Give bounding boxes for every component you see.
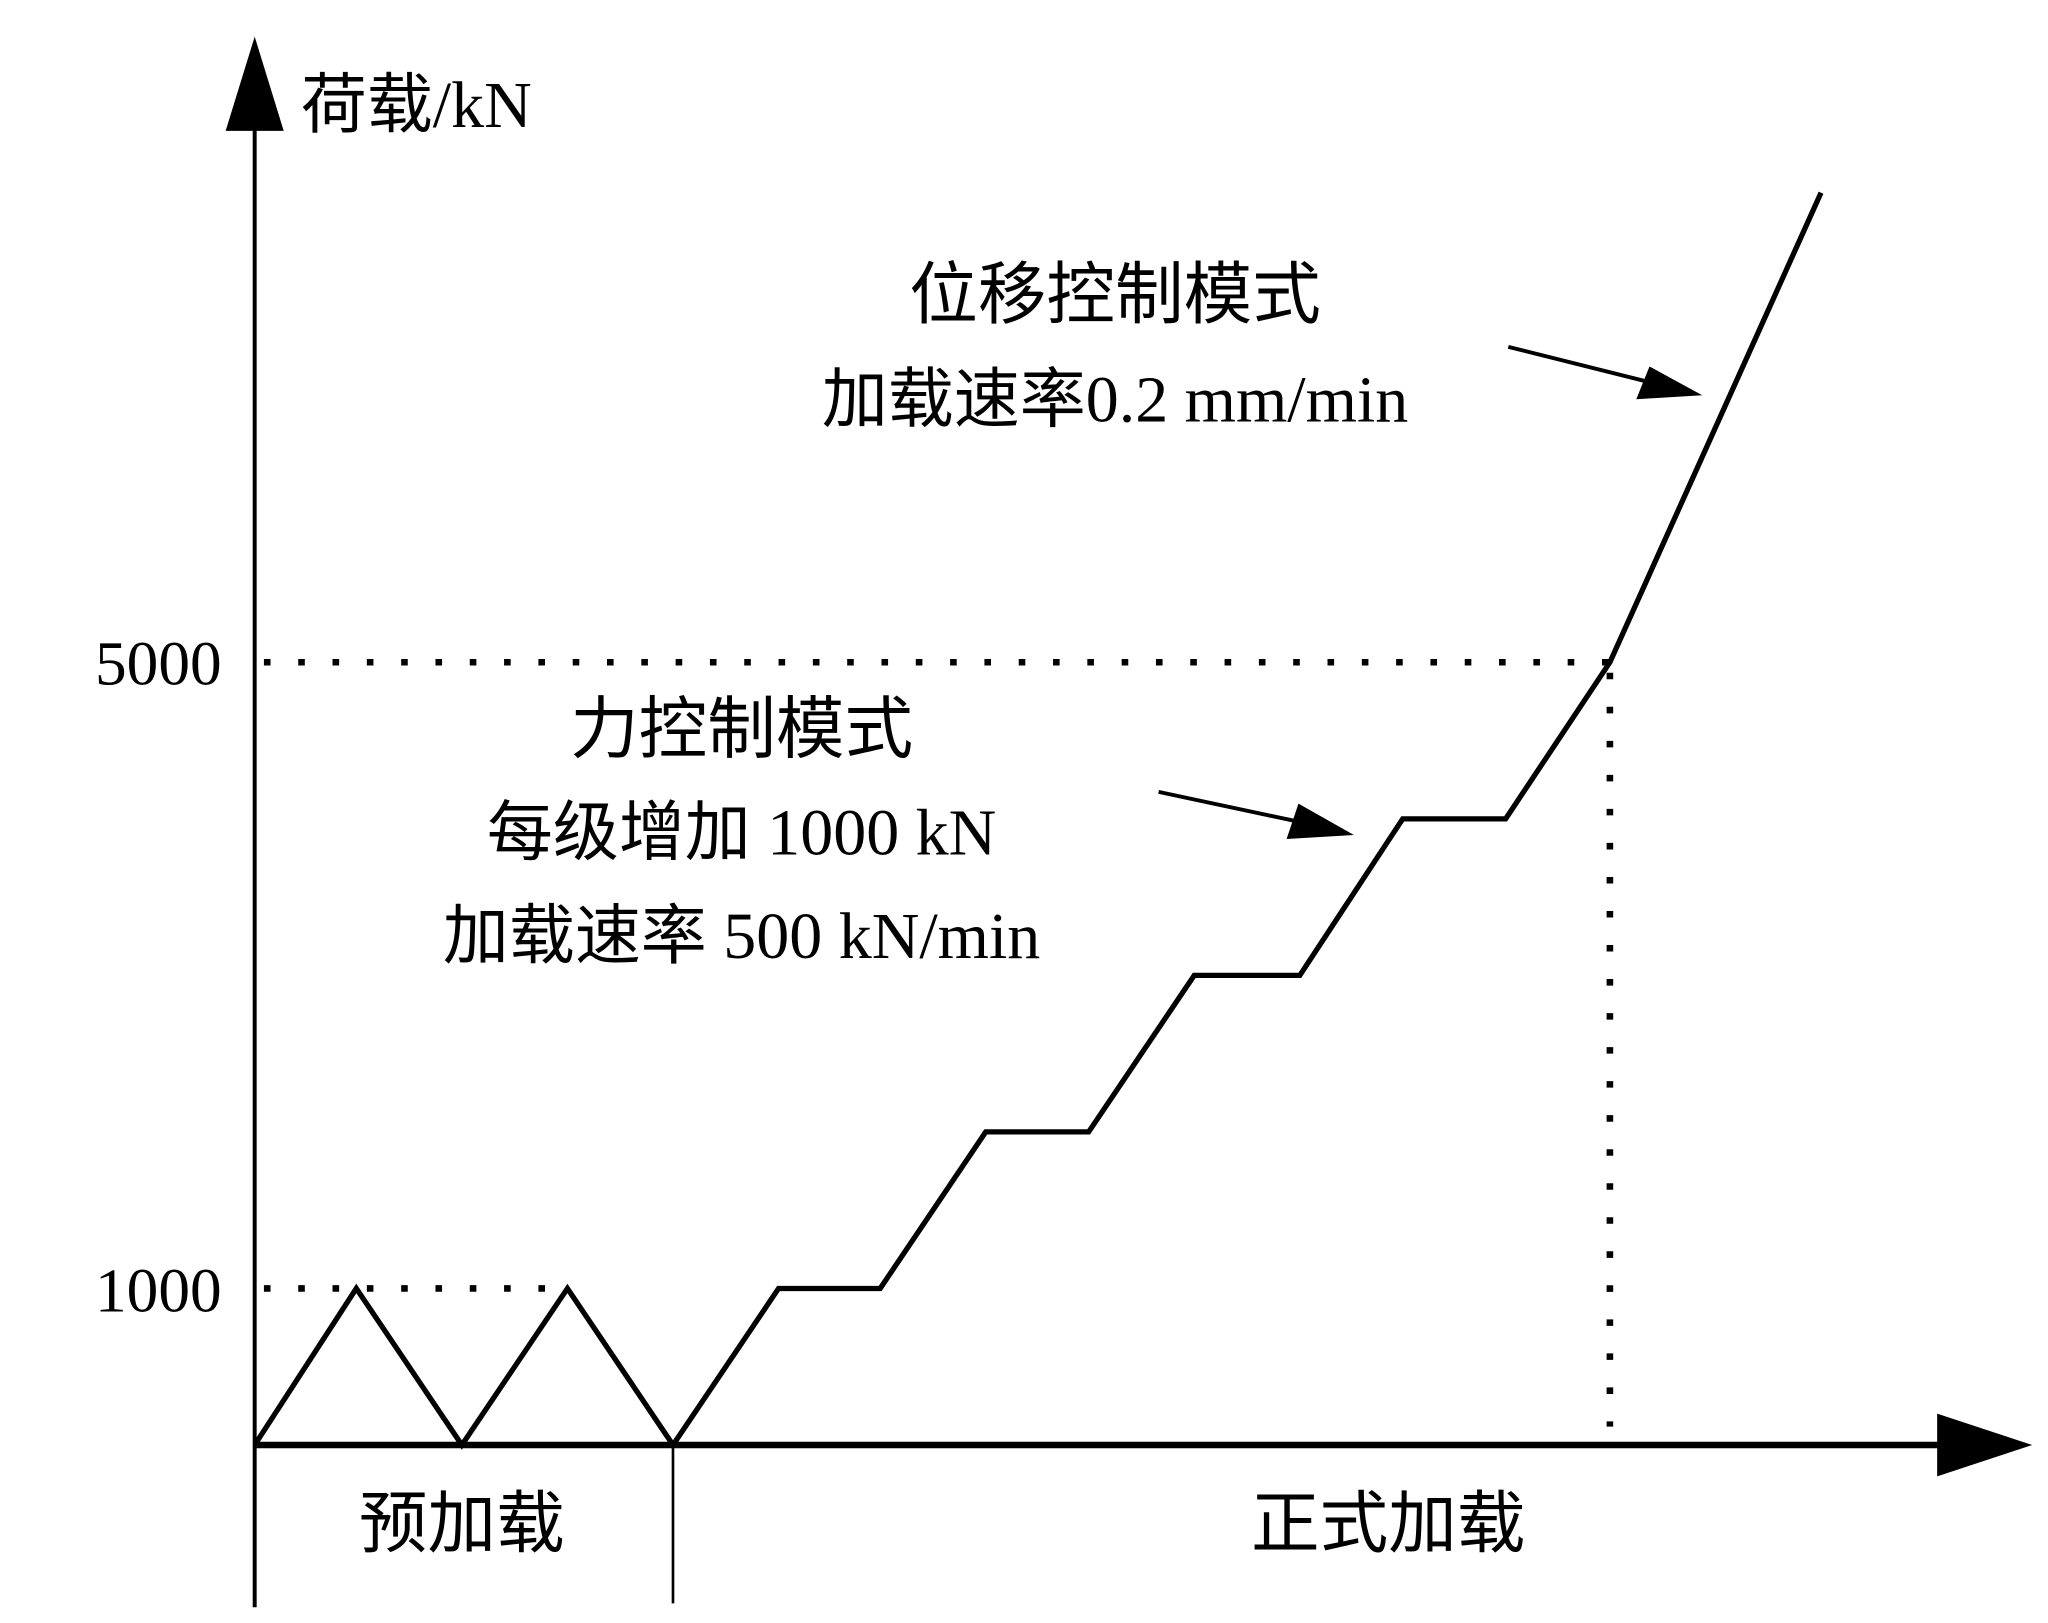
phase-label-preload: 预加载 [359, 1486, 565, 1562]
annotation-arrowhead-force [1286, 803, 1354, 839]
y-tick-label-5000: 5000 [95, 629, 222, 699]
annotation-arrowhead-displacement [1636, 366, 1703, 400]
x-axis-arrow [1937, 1413, 2033, 1477]
annotation-displacement-mode: 位移控制模式 [909, 257, 1321, 333]
annotation-force-rate: 加载速率 500 kN/min [443, 900, 1040, 973]
load-curve [252, 191, 1824, 1450]
y-tick-label-1000: 1000 [95, 1256, 222, 1326]
y-axis-label: 荷载/kN [301, 69, 532, 142]
annotation-arrow-force [1158, 789, 1301, 824]
annotation-displacement-rate: 加载速率0.2 mm/min [822, 364, 1408, 437]
annotation-arrow-displacement [1507, 344, 1650, 385]
phase-label-formal: 正式加载 [1251, 1486, 1525, 1562]
annotation-force-step: 每级增加 1000 kN [487, 797, 996, 870]
y-axis-arrow [225, 36, 284, 131]
annotation-force-mode: 力控制模式 [570, 692, 913, 768]
